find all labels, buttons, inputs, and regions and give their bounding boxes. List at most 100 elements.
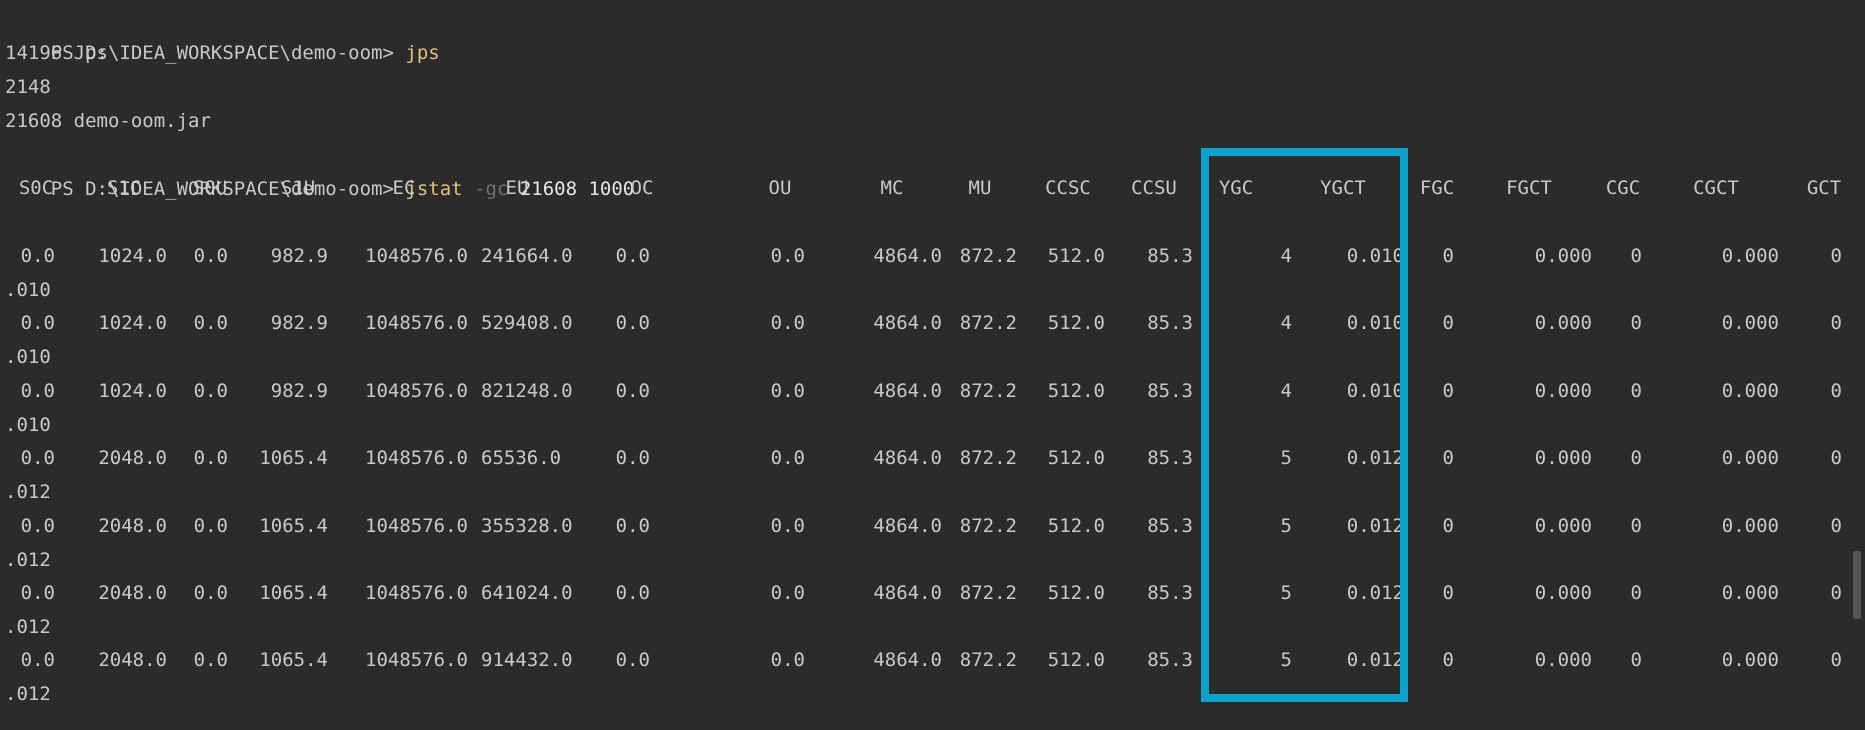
cell-eu: 914432.0 — [481, 649, 573, 671]
cell-gct-wrapped: .012 — [5, 549, 51, 571]
cell-gct: 0 — [1830, 380, 1842, 402]
cell-s1u: 1065.4 — [259, 649, 328, 671]
cell-ccsu: 85.3 — [1147, 380, 1193, 402]
cell-ou: 0.0 — [770, 312, 805, 334]
cell-cgc: 0 — [1630, 380, 1642, 402]
cell-ec: 1048576.0 — [365, 380, 468, 402]
cell-ec: 1048576.0 — [365, 515, 468, 537]
cell-s0c: 0.0 — [20, 380, 55, 402]
cell-ygc: 5 — [1280, 515, 1292, 537]
cell-cgct: 0.000 — [1721, 245, 1779, 267]
cell-cgct: 0.000 — [1721, 649, 1779, 671]
cell-s0u: 0.0 — [193, 447, 228, 469]
column-header-eu: EU — [505, 177, 529, 199]
cell-ygct: 0.012 — [1346, 582, 1404, 604]
command-jstat: jstat — [405, 178, 463, 200]
cell-gct: 0 — [1830, 649, 1842, 671]
cell-s0u: 0.0 — [193, 649, 228, 671]
cell-ec: 1048576.0 — [365, 649, 468, 671]
cell-fgc: 0 — [1442, 245, 1454, 267]
cell-s0c: 0.0 — [20, 515, 55, 537]
cell-gct: 0 — [1830, 245, 1842, 267]
cell-ccsc: 512.0 — [1047, 515, 1105, 537]
column-header-s0u: S0U — [192, 177, 228, 199]
cell-gct-wrapped: .010 — [5, 414, 51, 436]
cell-oc: 0.0 — [615, 447, 650, 469]
cell-eu: 641024.0 — [481, 582, 573, 604]
cell-ccsu: 85.3 — [1147, 447, 1193, 469]
cell-ccsu: 85.3 — [1147, 649, 1193, 671]
cell-cgc: 0 — [1630, 582, 1642, 604]
column-header-mc: MC — [880, 177, 904, 199]
cell-ygct: 0.012 — [1346, 447, 1404, 469]
cell-gct-wrapped: .012 — [5, 683, 51, 705]
cell-ygct: 0.010 — [1346, 312, 1404, 334]
cell-gct-wrapped: .012 — [5, 616, 51, 638]
cell-cgct: 0.000 — [1721, 312, 1779, 334]
cell-s0u: 0.0 — [193, 245, 228, 267]
column-header-ccsu: CCSU — [1131, 177, 1177, 199]
column-header-ou: OU — [768, 177, 792, 199]
cell-ccsc: 512.0 — [1047, 245, 1105, 267]
cell-eu: 529408.0 — [481, 312, 573, 334]
cell-eu: 355328.0 — [481, 515, 573, 537]
cell-gct-wrapped: .010 — [5, 346, 51, 368]
cell-mc: 4864.0 — [873, 380, 942, 402]
cell-ccsc: 512.0 — [1047, 312, 1105, 334]
cell-ou: 0.0 — [770, 649, 805, 671]
column-header-s1u: S1U — [280, 177, 316, 199]
column-header-oc: OC — [630, 177, 654, 199]
cell-fgct: 0.000 — [1534, 312, 1592, 334]
cell-cgct: 0.000 — [1721, 515, 1779, 537]
cell-gct: 0 — [1830, 312, 1842, 334]
cell-ccsc: 512.0 — [1047, 380, 1105, 402]
cell-fgc: 0 — [1442, 582, 1454, 604]
column-header-ygct: YGCT — [1320, 177, 1366, 199]
cell-gct-wrapped: .010 — [5, 279, 51, 301]
cell-cgc: 0 — [1630, 245, 1642, 267]
command-jps: jps — [405, 42, 440, 64]
column-header-mu: MU — [968, 177, 992, 199]
cell-ygct: 0.010 — [1346, 245, 1404, 267]
prompt: PS D:\IDEA_WORKSPACE\demo-oom> — [50, 178, 406, 200]
cell-oc: 0.0 — [615, 649, 650, 671]
command-line-jstat: PS D:\IDEA_WORKSPACE\demo-oom> jstat -gc… — [5, 138, 634, 200]
cell-s0c: 0.0 — [20, 245, 55, 267]
scrollbar-thumb[interactable] — [1853, 551, 1861, 619]
cell-mu: 872.2 — [959, 312, 1017, 334]
column-header-s1c: S1C — [106, 177, 142, 199]
cell-s1c: 2048.0 — [98, 582, 167, 604]
cell-oc: 0.0 — [615, 515, 650, 537]
cell-fgc: 0 — [1442, 515, 1454, 537]
cell-mc: 4864.0 — [873, 312, 942, 334]
cell-fgc: 0 — [1442, 649, 1454, 671]
cell-ou: 0.0 — [770, 582, 805, 604]
prompt: PS D:\IDEA_WORKSPACE\demo-oom> — [50, 42, 406, 64]
column-header-gct: GCT — [1806, 177, 1842, 199]
cell-oc: 0.0 — [615, 312, 650, 334]
cell-fgct: 0.000 — [1534, 515, 1592, 537]
cell-gct: 0 — [1830, 515, 1842, 537]
column-header-fgc: FGC — [1419, 177, 1455, 199]
cell-s1c: 2048.0 — [98, 515, 167, 537]
cell-gct: 0 — [1830, 582, 1842, 604]
cell-oc: 0.0 — [615, 380, 650, 402]
output-line: 21608 demo-oom.jar — [5, 110, 211, 132]
cell-fgc: 0 — [1442, 447, 1454, 469]
cell-mc: 4864.0 — [873, 649, 942, 671]
cell-ou: 0.0 — [770, 515, 805, 537]
cell-ec: 1048576.0 — [365, 582, 468, 604]
cell-ec: 1048576.0 — [365, 447, 468, 469]
cell-fgc: 0 — [1442, 380, 1454, 402]
column-header-cgc: CGC — [1605, 177, 1641, 199]
cell-cgc: 0 — [1630, 515, 1642, 537]
cell-cgct: 0.000 — [1721, 582, 1779, 604]
cell-ec: 1048576.0 — [365, 245, 468, 267]
column-header-ygc: YGC — [1218, 177, 1254, 199]
cell-ccsc: 512.0 — [1047, 447, 1105, 469]
command-flag: -gc — [474, 178, 509, 200]
cell-ccsc: 512.0 — [1047, 649, 1105, 671]
cell-s1u: 1065.4 — [259, 515, 328, 537]
cell-s0u: 0.0 — [193, 380, 228, 402]
cell-s1u: 982.9 — [270, 245, 328, 267]
